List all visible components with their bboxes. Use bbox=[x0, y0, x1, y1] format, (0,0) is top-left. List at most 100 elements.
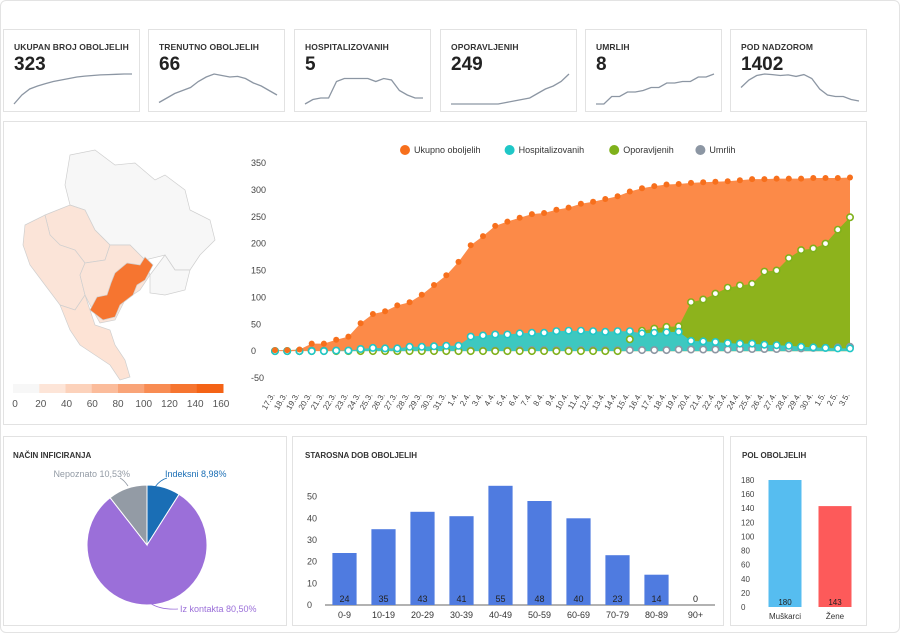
y-tick-label: 120 bbox=[741, 518, 755, 527]
bar bbox=[818, 506, 852, 607]
y-tick-label: 180 bbox=[741, 476, 755, 485]
point-oporavljeni bbox=[784, 254, 793, 263]
x-tick-label: 40-49 bbox=[489, 610, 512, 620]
point-umrli bbox=[674, 345, 683, 354]
legend-marker bbox=[504, 145, 515, 155]
infection-pie-chart[interactable]: Indeksni 8,98% Iz kontakta 80,50% Nepoznat… bbox=[10, 460, 285, 625]
point-ukupno bbox=[284, 347, 291, 354]
legend-label: Hospitalizovanih bbox=[519, 145, 585, 155]
y-tick-label: 0 bbox=[307, 600, 312, 610]
x-tick-label: 10-19 bbox=[372, 610, 395, 620]
point-hospitalizovani bbox=[821, 343, 830, 352]
gender-bar-chart[interactable]: 180 160 140 120 100 80 60 40 20 0 180 Muškarci 143 Že… bbox=[732, 468, 865, 625]
legend-marker bbox=[400, 145, 410, 155]
bar-value-label: 14 bbox=[651, 594, 661, 604]
point-ukupno bbox=[308, 340, 315, 347]
point-hospitalizovani bbox=[625, 327, 634, 336]
point-hospitalizovani bbox=[699, 337, 708, 346]
bar-value-label: 180 bbox=[778, 598, 792, 607]
point-ukupno bbox=[455, 258, 462, 265]
kpi-sparkline bbox=[596, 73, 715, 105]
age-bar-chart[interactable]: 50 40 30 20 10 0 24 0-9 35 10-19 43 20-29 41 30-39 55 4… bbox=[295, 470, 720, 625]
point-hospitalizovani bbox=[332, 346, 341, 355]
area-hospitalizovani bbox=[275, 330, 850, 352]
point-ukupno bbox=[602, 196, 609, 202]
x-tick-label: 60-69 bbox=[567, 610, 590, 620]
point-hospitalizovani bbox=[540, 328, 549, 337]
y-tick-label: 40 bbox=[741, 575, 750, 584]
point-ukupno bbox=[639, 185, 645, 192]
x-tick-label: 6.4. bbox=[507, 392, 521, 408]
point-oporavljeni bbox=[797, 246, 806, 255]
legend-swatch bbox=[91, 384, 119, 393]
kpi-card: HOSPITALIZOVANIH 5 bbox=[294, 29, 431, 112]
x-tick-label: 1.4. bbox=[446, 392, 460, 408]
y-tick-label: 250 bbox=[251, 212, 266, 222]
legend-label: Ukupno oboljelih bbox=[414, 145, 481, 155]
cases-area-chart[interactable]: Ukupno oboljelih Hospitalizovanih Oporavlj… bbox=[245, 138, 860, 423]
x-tick-label: 80-89 bbox=[645, 610, 668, 620]
x-tick-label: 3.5. bbox=[837, 392, 851, 408]
point-umrli bbox=[637, 346, 646, 355]
legend-tick-label: 120 bbox=[161, 399, 178, 410]
point-hospitalizovani bbox=[760, 340, 769, 349]
point-hospitalizovani bbox=[552, 327, 561, 336]
point-hospitalizovani bbox=[491, 330, 500, 339]
bar-value-label: 55 bbox=[495, 594, 505, 604]
point-ukupno bbox=[688, 179, 694, 186]
point-oporavljeni bbox=[735, 281, 744, 290]
point-ukupno bbox=[700, 179, 707, 186]
point-hospitalizovani bbox=[748, 339, 757, 348]
point-ukupno bbox=[761, 176, 768, 183]
x-tick-label: 2.5. bbox=[825, 392, 839, 408]
point-hospitalizovani bbox=[723, 339, 732, 348]
montenegro-map[interactable] bbox=[15, 145, 220, 385]
y-tick-label: 0 bbox=[741, 603, 746, 612]
pie-title: NAČIN INFICIRANJA bbox=[13, 451, 92, 460]
point-ukupno bbox=[480, 233, 486, 240]
y-tick-label: 100 bbox=[741, 532, 755, 541]
point-ukupno bbox=[773, 175, 780, 182]
kpi-value: 323 bbox=[14, 54, 46, 75]
point-hospitalizovani bbox=[797, 342, 806, 351]
point-oporavljeni bbox=[711, 289, 720, 298]
point-hospitalizovani bbox=[845, 344, 854, 353]
kpi-sparkline bbox=[158, 73, 278, 104]
x-tick-label: 7.4. bbox=[519, 392, 533, 408]
x-tick-label: 70-79 bbox=[606, 610, 629, 620]
point-hospitalizovani bbox=[307, 347, 316, 356]
legend-swatch bbox=[39, 384, 66, 393]
kpi-card: POD NADZOROM 1402 bbox=[730, 29, 867, 112]
point-ukupno bbox=[577, 200, 584, 207]
x-tick-label: 2.4. bbox=[458, 392, 472, 408]
x-tick-label: 20-29 bbox=[411, 610, 434, 620]
gender-title: POL OBOLJELIH bbox=[742, 451, 807, 460]
x-tick-label: 4.4. bbox=[482, 392, 496, 408]
x-tick-label: 8.4. bbox=[531, 392, 545, 408]
point-hospitalizovani bbox=[662, 328, 671, 337]
point-hospitalizovani bbox=[735, 339, 744, 348]
point-umrli bbox=[711, 345, 720, 354]
point-hospitalizovani bbox=[711, 338, 720, 347]
point-ukupno bbox=[590, 198, 597, 205]
legend-tick-label: 0 bbox=[12, 399, 18, 410]
point-hospitalizovani bbox=[381, 344, 390, 353]
point-hospitalizovani bbox=[809, 343, 818, 352]
bar-value-label: 23 bbox=[612, 594, 622, 604]
point-ukupno bbox=[516, 214, 523, 221]
point-oporavljeni bbox=[576, 347, 585, 356]
y-tick-label: 10 bbox=[307, 578, 317, 588]
point-hospitalizovani bbox=[833, 344, 842, 353]
kpi-value: 5 bbox=[305, 54, 316, 75]
point-oporavljeni bbox=[540, 347, 549, 356]
pie-slice-label: Nepoznato 10,53% bbox=[53, 469, 130, 479]
point-hospitalizovani bbox=[319, 347, 328, 356]
y-tick-label: 100 bbox=[251, 292, 266, 302]
kpi-value: 8 bbox=[596, 54, 607, 75]
x-tick-label: 30.4. bbox=[798, 392, 815, 412]
legend-tick-label: 60 bbox=[87, 399, 99, 410]
point-oporavljeni bbox=[466, 347, 475, 356]
point-ukupno bbox=[553, 206, 560, 213]
legend-swatch bbox=[118, 384, 145, 393]
point-hospitalizovani bbox=[564, 326, 573, 335]
